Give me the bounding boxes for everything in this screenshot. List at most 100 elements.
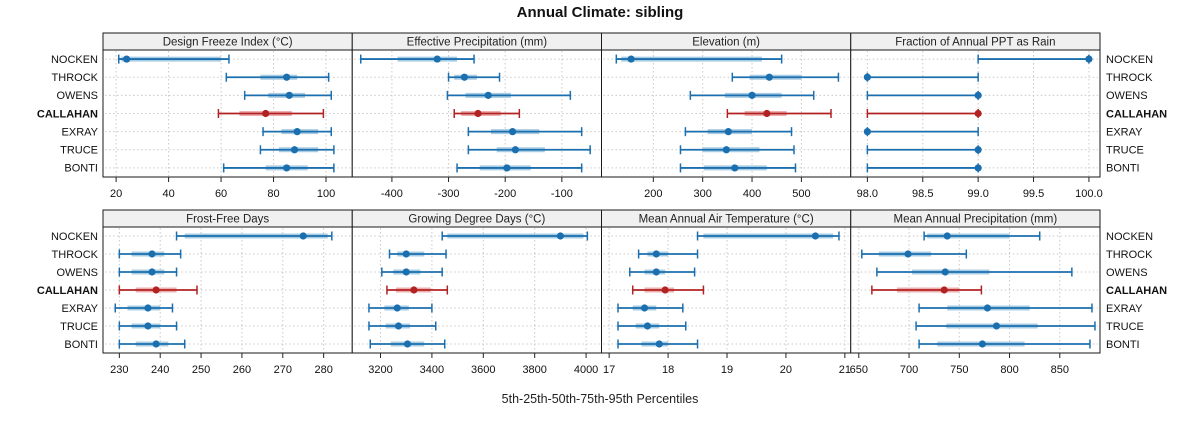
panel-header-title: Effective Precipitation (mm) (407, 37, 548, 49)
panel-frost-free-days: Frost-Free Days 230 240 250 260 270 280 (102, 209, 353, 376)
site-label-left-throck: THROCK (52, 72, 99, 84)
chart-title: Annual Climate: sibling (516, 4, 684, 21)
site-label-right-owens: OWENS (1106, 90, 1148, 102)
site-label-left-exray: EXRAY (62, 126, 99, 138)
site-label-left-callahan: CALLAHAN (37, 108, 98, 120)
errorbar-owens (381, 267, 443, 277)
axis-tick-label: 98.5 (912, 188, 933, 200)
errorbar-exray (617, 303, 684, 313)
site-label-left-nocken: NOCKEN (51, 231, 98, 243)
axis-tick-label: 3400 (420, 364, 444, 376)
median-dot (640, 304, 649, 312)
site-label-right-bonti: BONTI (1106, 339, 1140, 351)
errorbar-throck (118, 249, 182, 259)
median-dot (402, 268, 410, 276)
site-label-right-bonti: BONTI (1106, 163, 1140, 175)
site-label-left-nocken: NOCKEN (51, 54, 98, 66)
site-label-left-exray: EXRAY (62, 303, 99, 315)
median-dot (627, 55, 635, 63)
axis-tick-label: 750 (950, 364, 968, 376)
median-dot (123, 55, 131, 63)
x-axis: 230 240 250 260 270 280 (110, 353, 333, 376)
errorbar-bonti (369, 339, 446, 349)
site-label-left-truce: TRUCE (60, 321, 98, 333)
panel-header-title: Fraction of Annual PPT as Rain (895, 37, 1055, 49)
axis-tick-label: 250 (192, 364, 210, 376)
axis-tick-label: 40 (162, 188, 174, 200)
errorbar-bonti (918, 339, 1091, 349)
errorbar-throck (861, 249, 968, 259)
axis-tick-label: 270 (274, 364, 292, 376)
errorbar-owens (446, 90, 572, 100)
errorbar-owens (118, 267, 178, 277)
median-dot (410, 286, 418, 294)
axis-tick-label: 500 (792, 188, 810, 200)
median-dot (403, 340, 412, 348)
axis-tick-label: 3200 (368, 364, 392, 376)
errorbar-truce (679, 145, 795, 155)
median-dot (765, 73, 773, 81)
axis-tick-label: 19 (721, 364, 733, 376)
median-dot (863, 128, 871, 136)
axis-tick-label: 99.0 (967, 188, 988, 200)
axis-tick-label: 21 (839, 364, 851, 376)
errorbar-truce (118, 321, 178, 331)
median-dot (974, 91, 982, 99)
site-label-right-exray: EXRAY (1106, 303, 1143, 315)
errorbar-throck (388, 249, 447, 259)
median-dot (148, 268, 156, 276)
errorbar-exray (467, 127, 583, 137)
median-dot (148, 250, 156, 258)
errorbar-exray (684, 127, 793, 137)
errorbar-truce (259, 145, 335, 155)
panel-fraction-of-annual-ppt-as-rain: Fraction of Annual PPT as Rain 98.0 98.5 99… (850, 32, 1103, 200)
median-dot (394, 322, 403, 330)
axis-tick-label: 100 (317, 188, 335, 200)
site-label-right-nocken: NOCKEN (1106, 231, 1153, 243)
axis-tick-label: 20 (110, 188, 122, 200)
panel-header-title: Frost-Free Days (186, 214, 269, 226)
median-dot (974, 164, 982, 172)
errorbar-nocken (175, 231, 333, 241)
panel-mean-annual-precipitation-mm: Mean Annual Precipitation (mm) 650 700 750 8… (850, 209, 1101, 376)
errorbar-callahan (386, 285, 449, 295)
axis-tick-label: 100.0 (1075, 188, 1103, 200)
site-label-left-bonti: BONTI (64, 163, 98, 175)
axis-tick-label: -300 (438, 188, 460, 200)
median-dot (974, 109, 982, 118)
errorbar-truce (617, 321, 687, 331)
axis-tick-label: 280 (314, 364, 332, 376)
errorbar-owens (866, 90, 982, 100)
panel-design-freeze-index-c: Design Freeze Index (°C) 20 40 60 80 100 (102, 32, 353, 200)
x-axis: 20 40 60 80 100 (110, 177, 335, 200)
axis-tick-label: 80 (267, 188, 279, 200)
axis-tick-label: -100 (551, 188, 573, 200)
site-label-left-callahan: CALLAHAN (37, 285, 98, 297)
site-label-right-callahan: CALLAHAN (1106, 285, 1167, 297)
median-dot (983, 304, 992, 312)
median-dot (992, 322, 1001, 330)
site-label-left-truce: TRUCE (60, 145, 98, 157)
median-dot (144, 304, 152, 312)
axis-tick-label: 400 (743, 188, 761, 200)
errorbar-exray (368, 303, 433, 313)
site-label-right-owens: OWENS (1106, 267, 1148, 279)
errorbar-bonti (866, 163, 982, 173)
axis-tick-label: 650 (850, 364, 868, 376)
axis-tick-label: 260 (233, 364, 251, 376)
axis-tick-label: 99.5 (1023, 188, 1044, 200)
errorbar-throck (225, 72, 330, 82)
median-dot (655, 340, 663, 348)
errorbar-owens (243, 90, 333, 100)
errorbar-bonti (456, 163, 583, 173)
site-label-right-nocken: NOCKEN (1106, 54, 1153, 66)
axis-tick-label: -200 (494, 188, 516, 200)
site-label-left-throck: THROCK (52, 249, 99, 261)
errorbar-callahan (871, 285, 983, 295)
errorbar-bonti (222, 163, 335, 173)
errorbar-throck (863, 72, 979, 82)
errorbar-owens (629, 267, 696, 277)
axis-tick-label: 3600 (471, 364, 495, 376)
panel-header-title: Design Freeze Index (°C) (163, 37, 293, 49)
axis-tick-label: 98.0 (857, 188, 878, 200)
